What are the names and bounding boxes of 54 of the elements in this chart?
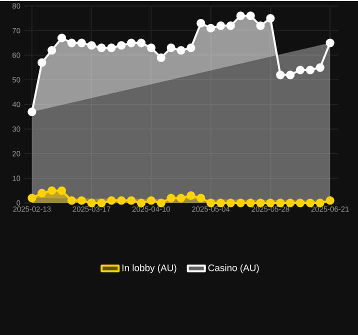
point — [146, 196, 156, 205]
legend-label: In lobby (AU) — [122, 264, 176, 274]
point — [196, 194, 206, 202]
point — [326, 38, 334, 48]
point — [226, 198, 235, 208]
point — [186, 44, 196, 52]
point — [256, 21, 265, 30]
point — [127, 196, 136, 205]
point — [296, 66, 305, 74]
point — [127, 38, 136, 48]
point — [176, 194, 186, 202]
point — [57, 34, 66, 42]
point — [48, 186, 56, 195]
point — [136, 38, 146, 48]
point — [107, 44, 116, 52]
point — [196, 18, 206, 28]
point — [186, 191, 196, 200]
point — [276, 70, 285, 80]
point — [226, 21, 235, 30]
point — [236, 198, 245, 208]
point — [236, 12, 245, 20]
point — [67, 196, 76, 205]
point — [38, 58, 46, 67]
point — [166, 194, 176, 202]
point — [57, 186, 66, 195]
point — [77, 196, 86, 205]
point — [146, 44, 156, 52]
point — [48, 46, 56, 55]
point — [316, 63, 324, 72]
point — [246, 12, 255, 20]
point — [286, 198, 295, 208]
point — [87, 41, 96, 50]
point — [28, 108, 36, 116]
point — [38, 188, 46, 198]
point — [107, 196, 116, 205]
point — [326, 196, 334, 205]
point — [117, 196, 126, 205]
point — [306, 198, 314, 208]
point — [306, 66, 314, 74]
point — [246, 198, 255, 208]
point — [286, 70, 295, 80]
point — [206, 24, 216, 32]
point — [117, 41, 126, 50]
point — [216, 21, 226, 30]
point — [97, 44, 106, 52]
point — [156, 53, 166, 62]
point — [176, 46, 186, 55]
legend-label: Casino (AU) — [208, 264, 259, 274]
point — [296, 198, 305, 208]
point — [28, 194, 36, 202]
point — [266, 14, 275, 23]
point — [67, 38, 76, 48]
point — [77, 38, 86, 48]
point — [166, 44, 176, 52]
